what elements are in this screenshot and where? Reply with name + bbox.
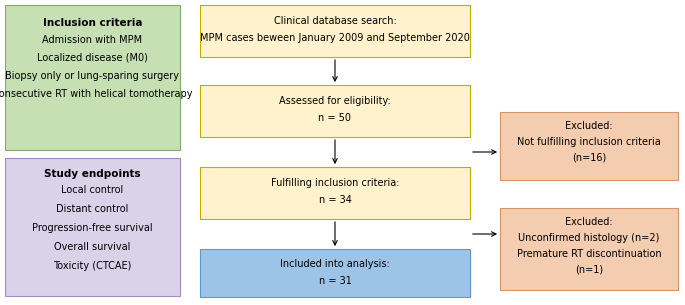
Text: Localized disease (M0): Localized disease (M0) (37, 53, 148, 63)
Text: MPM cases beween January 2009 and September 2020: MPM cases beween January 2009 and Septem… (200, 33, 470, 43)
FancyBboxPatch shape (5, 158, 180, 296)
Text: n = 31: n = 31 (319, 276, 351, 286)
Text: Not fulfilling inclusion criteria: Not fulfilling inclusion criteria (517, 137, 661, 147)
Text: Inclusion criteria: Inclusion criteria (42, 18, 142, 28)
Text: Toxicity (CTCAE): Toxicity (CTCAE) (53, 261, 132, 271)
Text: (n=1): (n=1) (575, 265, 603, 275)
Text: Excluded:: Excluded: (565, 121, 613, 131)
FancyBboxPatch shape (500, 112, 678, 180)
Text: Consecutive RT with helical tomotherapy: Consecutive RT with helical tomotherapy (0, 89, 192, 99)
Text: Included into analysis:: Included into analysis: (280, 259, 390, 269)
Text: Clinical database search:: Clinical database search: (273, 16, 397, 26)
FancyBboxPatch shape (200, 5, 470, 57)
Text: Excluded:: Excluded: (565, 217, 613, 227)
FancyBboxPatch shape (500, 208, 678, 290)
Text: Admission with MPM: Admission with MPM (42, 35, 142, 45)
Text: Fulfilling inclusion criteria:: Fulfilling inclusion criteria: (271, 178, 399, 188)
Text: (n=16): (n=16) (572, 153, 606, 163)
FancyBboxPatch shape (5, 5, 180, 150)
Text: Unconfirmed histology (n=2): Unconfirmed histology (n=2) (519, 233, 660, 243)
FancyBboxPatch shape (200, 167, 470, 219)
Text: Biopsy only or lung-sparing surgery: Biopsy only or lung-sparing surgery (5, 71, 179, 81)
Text: Premature RT discontinuation: Premature RT discontinuation (516, 249, 661, 259)
Text: Study endpoints: Study endpoints (45, 169, 141, 179)
Text: n = 50: n = 50 (319, 113, 351, 123)
Text: Overall survival: Overall survival (54, 242, 131, 252)
FancyBboxPatch shape (200, 249, 470, 297)
FancyBboxPatch shape (200, 85, 470, 137)
Text: Distant control: Distant control (56, 204, 129, 214)
Text: Assessed for eligibility:: Assessed for eligibility: (279, 96, 391, 106)
Text: n = 34: n = 34 (319, 195, 351, 205)
Text: Local control: Local control (62, 185, 123, 195)
Text: Progression-free survival: Progression-free survival (32, 223, 153, 233)
